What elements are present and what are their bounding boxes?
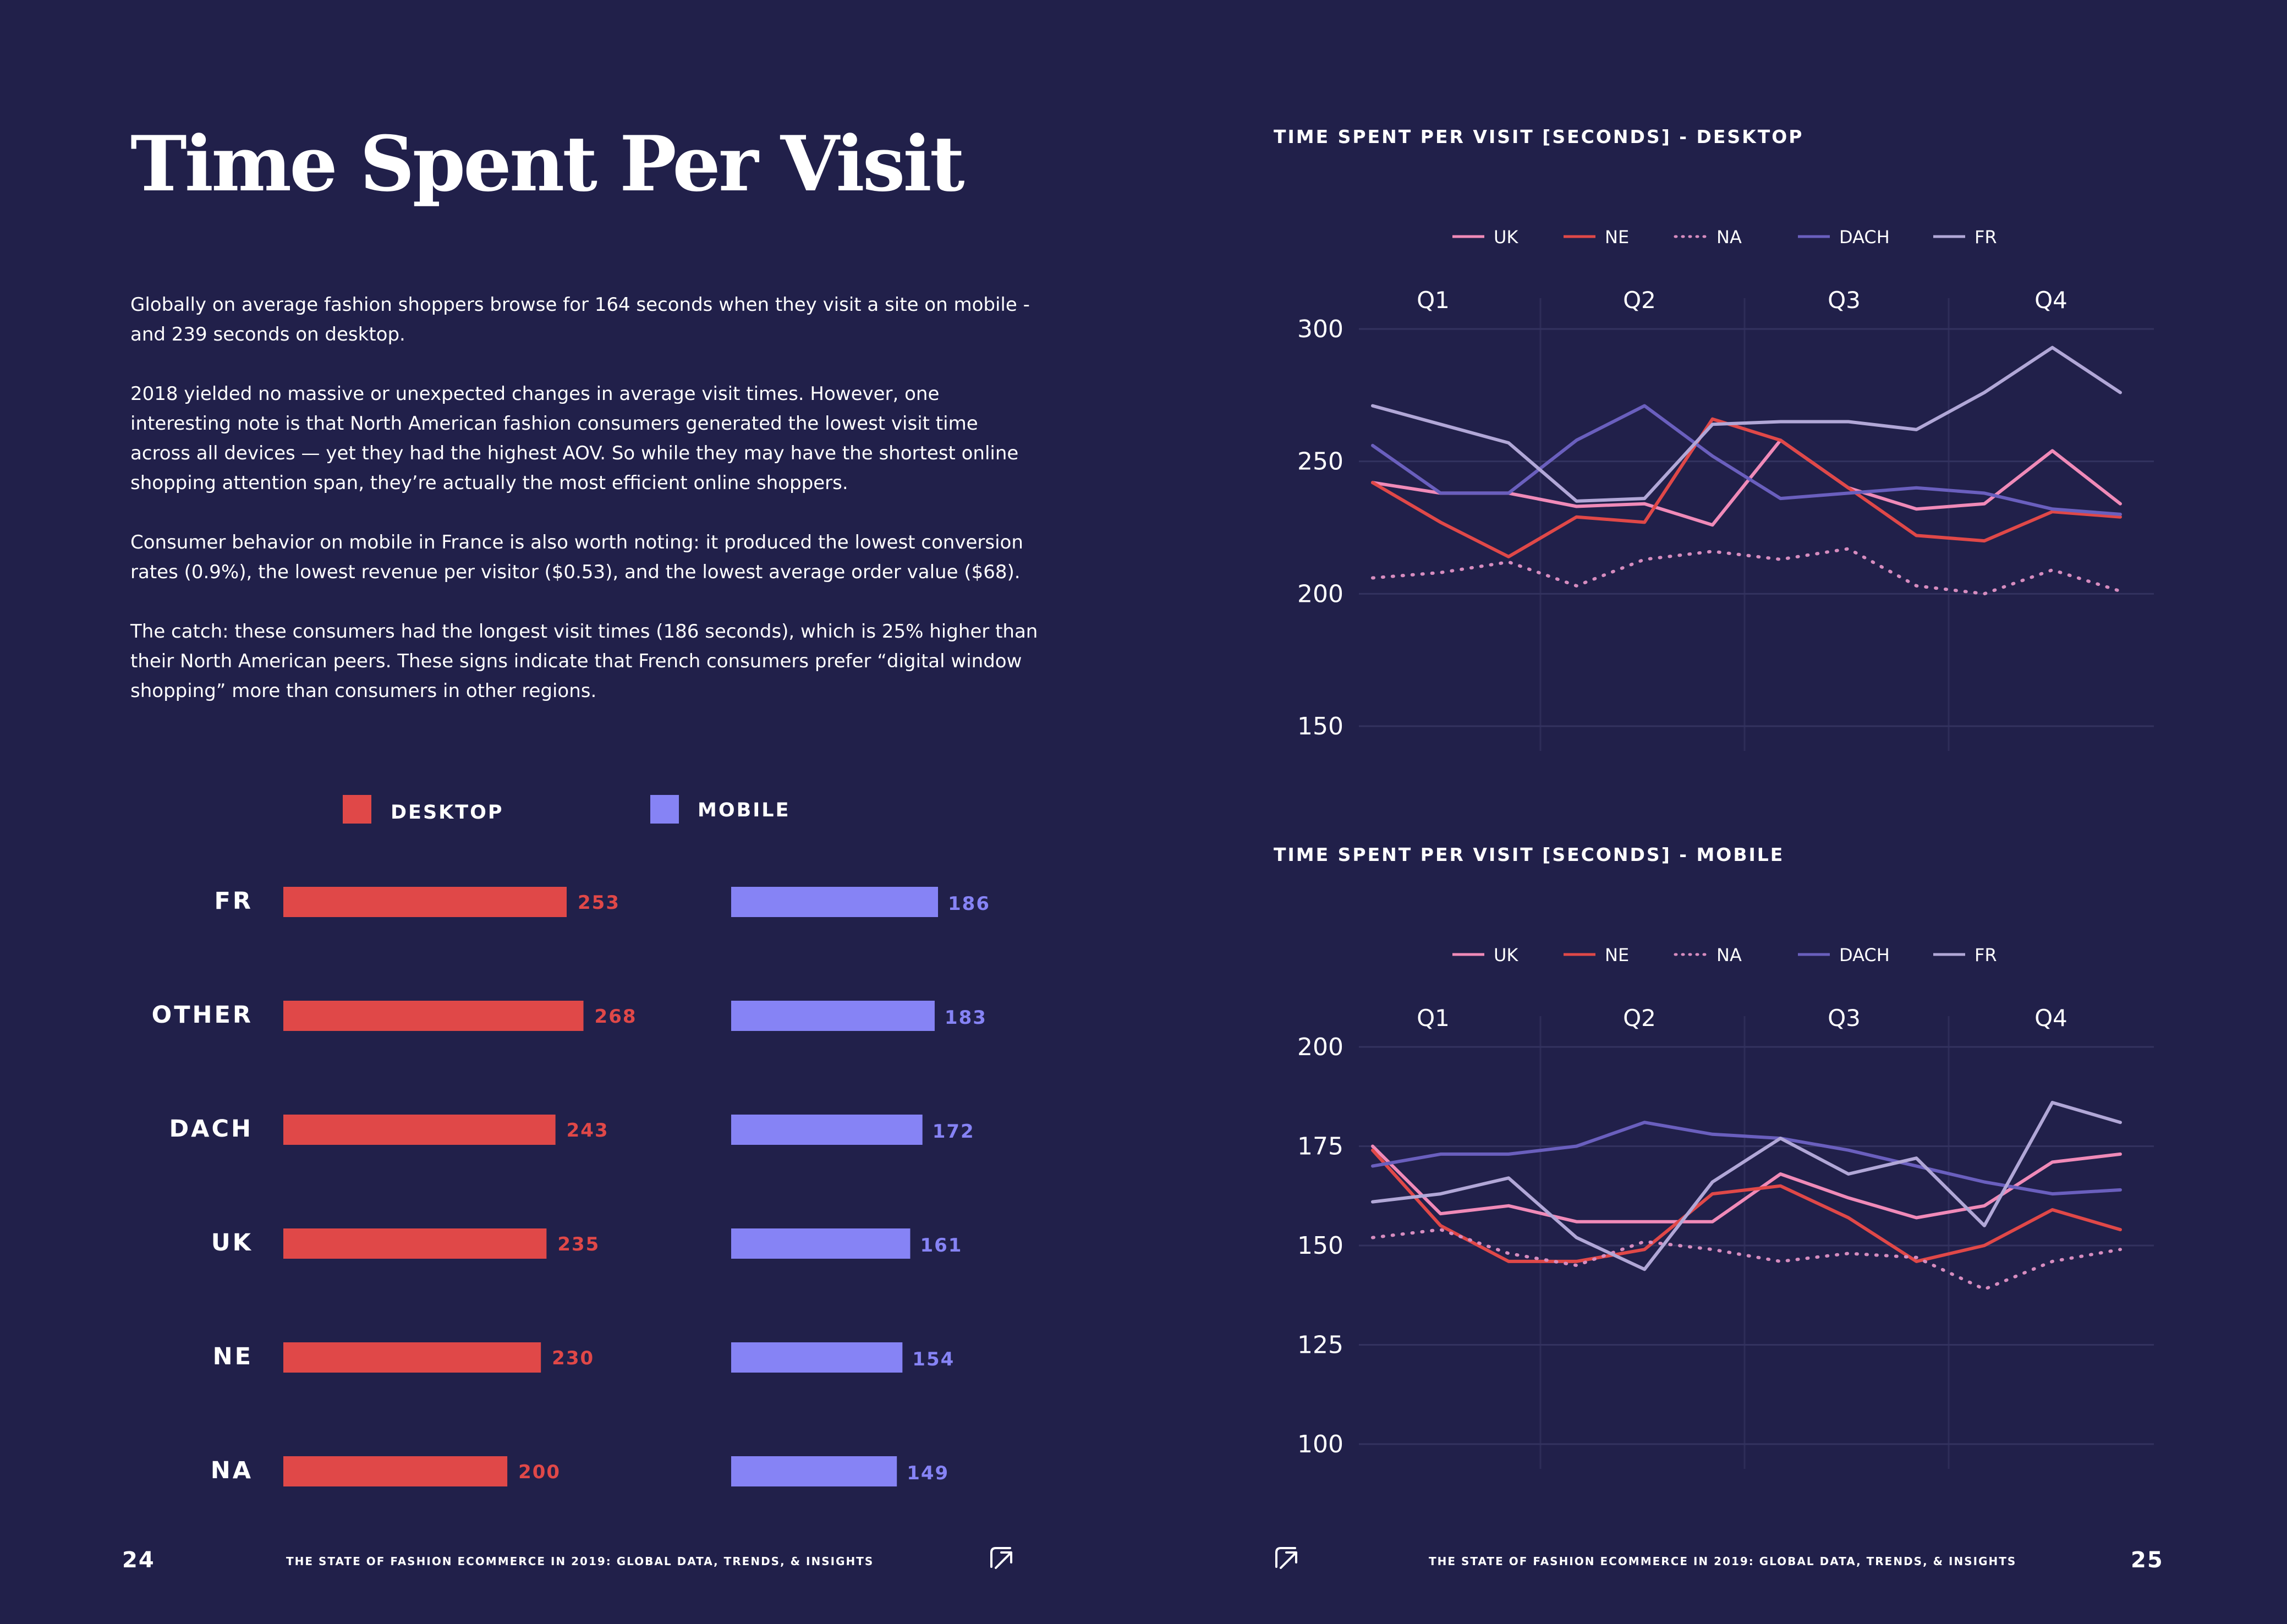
quarter-label-q4: Q4 (2034, 1005, 2067, 1032)
quarter-label-q3: Q3 (1828, 287, 1861, 314)
intro-paragraph: 2018 yielded no massive or unexpected ch… (130, 383, 1019, 494)
desktop-value-other: 268 (595, 1006, 637, 1028)
desktop-bar-dach (283, 1115, 556, 1145)
left-page-number: 24 (122, 1548, 155, 1573)
category-label-na: NA (211, 1457, 253, 1484)
legend-label-fr: FR (1975, 945, 1997, 965)
intro-paragraph: Consumer behavior on mobile in France is… (130, 531, 1023, 583)
mobile-bar-na (731, 1456, 897, 1486)
legend-mobile-swatch (650, 795, 679, 824)
desktop-line-chart: UK NE NA DACH FR Q1 Q2 Q3 Q4 300 250 200 150 (1297, 227, 2154, 751)
intro-paragraph: The catch: these consumers had the longe… (130, 621, 1038, 702)
y-tick-label: 125 (1297, 1331, 1343, 1359)
mobile-value-other: 183 (945, 1007, 987, 1029)
desktop-value-fr: 253 (578, 892, 620, 914)
series-line-na (1371, 547, 2122, 596)
category-label-uk: UK (211, 1229, 253, 1257)
category-label-fr: FR (215, 887, 253, 915)
quarter-label-q1: Q1 (1417, 1005, 1450, 1032)
arrow-logo-icon (1275, 1547, 1297, 1569)
legend-label-na: NA (1716, 227, 1742, 248)
page-title: Time Spent Per Visit (130, 119, 965, 209)
desktop-value-dach: 243 (567, 1120, 609, 1142)
legend-desktop-swatch (343, 795, 371, 824)
desktop-value-na: 200 (518, 1461, 561, 1483)
desktop-bar-ne (283, 1342, 541, 1373)
legend-label-fr: FR (1975, 227, 1997, 248)
y-tick-label: 150 (1297, 712, 1343, 740)
mobile-value-dach: 172 (933, 1121, 975, 1143)
mobile-bar-uk (731, 1228, 911, 1259)
series-line-na (1371, 1228, 2122, 1291)
quarter-label-q1: Q1 (1417, 287, 1450, 314)
category-label-dach: DACH (169, 1115, 253, 1143)
y-tick-label: 175 (1297, 1133, 1343, 1161)
quarter-label-q2: Q2 (1623, 1005, 1656, 1032)
desktop-value-ne: 230 (552, 1347, 594, 1369)
mobile-bar-dach (731, 1115, 923, 1145)
category-label-ne: NE (213, 1343, 253, 1370)
desktop-bar-other (283, 1001, 584, 1031)
region-bar-chart: DESKTOP MOBILE FR 253 186 OTHER 268 183 DACH 243 1… (152, 795, 990, 1486)
series-line-ne (1371, 417, 2122, 558)
arrow-logo-icon (990, 1547, 1012, 1569)
series-line-ne (1371, 1148, 2122, 1263)
desktop-bar-na (283, 1456, 508, 1486)
mobile-chart-title: TIME SPENT PER VISIT [SECONDS] - MOBILE (1274, 844, 1785, 865)
y-tick-label: 300 (1297, 315, 1343, 343)
legend-label-ne: NE (1605, 227, 1629, 248)
quarter-label-q4: Q4 (2034, 287, 2067, 314)
category-label-other: OTHER (152, 1001, 253, 1029)
series-line-fr (1371, 1101, 2122, 1271)
desktop-value-uk: 235 (557, 1233, 600, 1255)
quarter-label-q3: Q3 (1828, 1005, 1861, 1032)
right-page-number: 25 (2131, 1548, 2164, 1573)
legend-label-dach: DACH (1839, 945, 1890, 965)
left-footer-text: THE STATE OF FASHION ECOMMERCE IN 2019: … (286, 1555, 874, 1568)
legend-label-na: NA (1716, 945, 1742, 965)
desktop-bar-fr (283, 887, 567, 917)
mobile-value-fr: 186 (948, 893, 990, 915)
intro-paragraph: Globally on average fashion shoppers bro… (130, 294, 1030, 345)
intro-text: Globally on average fashion shoppers bro… (130, 290, 1044, 736)
mobile-value-na: 149 (907, 1462, 949, 1484)
mobile-bar-fr (731, 887, 938, 917)
legend-label-dach: DACH (1839, 227, 1890, 248)
y-tick-label: 200 (1297, 580, 1343, 608)
mobile-bar-other (731, 1001, 935, 1031)
series-line-dach (1371, 404, 2122, 516)
legend-mobile-label: MOBILE (698, 799, 791, 821)
mobile-line-chart: UK NE NA DACH FR Q1 Q2 Q3 Q4 200 175 150 125 100 (1297, 945, 2154, 1469)
mobile-value-ne: 154 (912, 1348, 955, 1370)
quarter-label-q2: Q2 (1623, 287, 1656, 314)
legend-desktop-label: DESKTOP (391, 802, 504, 824)
mobile-value-uk: 161 (920, 1235, 962, 1257)
series-line-dach (1371, 1121, 2122, 1196)
y-tick-label: 250 (1297, 448, 1343, 476)
mobile-bar-ne (731, 1342, 903, 1373)
legend-label-ne: NE (1605, 945, 1629, 965)
legend-label-uk: UK (1494, 227, 1518, 248)
series-line-fr (1371, 345, 2122, 503)
y-tick-label: 200 (1297, 1033, 1343, 1061)
right-footer-text: THE STATE OF FASHION ECOMMERCE IN 2019: … (1429, 1555, 2017, 1568)
y-tick-label: 150 (1297, 1232, 1343, 1260)
series-line-uk (1371, 438, 2122, 527)
legend-label-uk: UK (1494, 945, 1518, 965)
desktop-bar-uk (283, 1228, 547, 1259)
desktop-chart-title: TIME SPENT PER VISIT [SECONDS] - DESKTOP (1274, 126, 1804, 147)
y-tick-label: 100 (1297, 1430, 1343, 1458)
series-line-uk (1371, 1144, 2122, 1224)
